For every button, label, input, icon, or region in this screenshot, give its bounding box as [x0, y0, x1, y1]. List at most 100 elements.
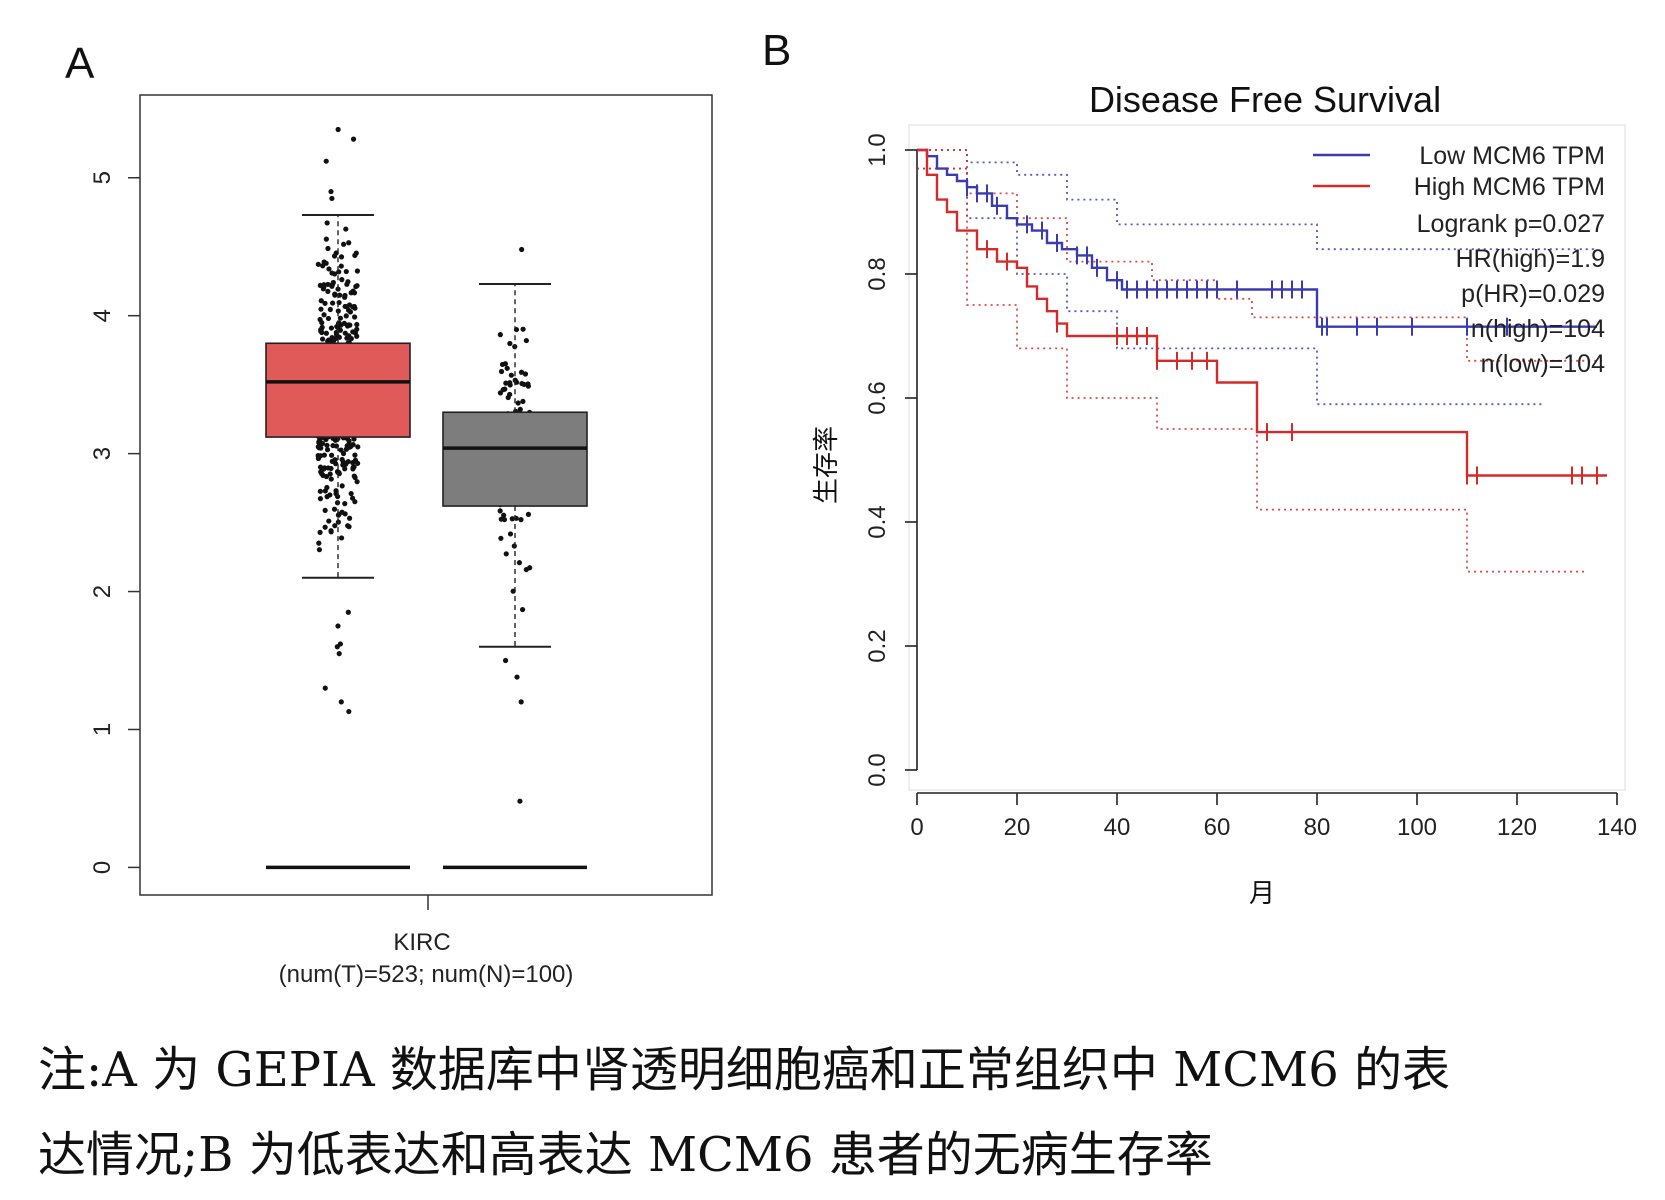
outlier-point — [329, 195, 335, 202]
data-point — [343, 268, 349, 275]
data-point — [322, 300, 328, 306]
data-point — [525, 511, 532, 517]
ci-band-low-lower — [917, 167, 1542, 406]
panel-b-x-tick-label: 60 — [1204, 814, 1231, 841]
data-point — [336, 269, 342, 275]
data-point — [354, 479, 360, 485]
data-point — [321, 259, 327, 265]
data-point — [324, 484, 330, 491]
data-point — [346, 240, 352, 246]
data-point — [318, 298, 324, 304]
data-point — [325, 281, 331, 288]
data-point — [338, 263, 344, 269]
outlier-point — [335, 623, 341, 629]
data-point — [320, 286, 326, 292]
panel-a-x-sublabel: (num(T)=523; num(N)=100) — [279, 961, 574, 988]
data-point — [340, 450, 347, 457]
data-point — [318, 306, 324, 312]
data-point — [346, 438, 352, 444]
legend-stat: p(HR)=0.029 — [1461, 280, 1605, 308]
data-point — [508, 372, 514, 378]
data-point — [341, 241, 347, 247]
tumor-box — [265, 342, 411, 438]
data-point — [520, 398, 526, 405]
data-point — [332, 523, 338, 529]
legend-stat: Logrank p=0.027 — [1417, 210, 1605, 238]
data-point — [336, 469, 342, 476]
legend-entry: High MCM6 TPM — [1414, 173, 1605, 201]
data-point — [335, 512, 342, 518]
panel-b-x-tick-label: 0 — [910, 814, 923, 841]
data-point — [323, 330, 329, 336]
data-point — [348, 335, 354, 342]
data-point — [342, 511, 348, 517]
outlier-point — [336, 651, 342, 657]
data-point — [319, 440, 326, 447]
data-point — [330, 300, 336, 306]
data-point — [515, 400, 521, 406]
data-point — [343, 313, 349, 319]
caption-line-2: 达情况;B 为低表达和高表达 MCM6 患者的无病生存率 — [38, 1127, 1213, 1183]
data-point — [501, 512, 507, 518]
data-point — [348, 490, 354, 497]
data-point — [351, 314, 358, 320]
data-point — [330, 442, 336, 449]
data-point — [338, 254, 345, 260]
data-point — [518, 369, 525, 375]
legend-stat: n(high)=104 — [1471, 315, 1605, 343]
data-point — [498, 535, 504, 541]
panel-b-survival-curves — [917, 148, 1607, 477]
data-point — [332, 292, 338, 298]
panel-a-y-tick-label: 1 — [89, 723, 116, 736]
outlier-point — [502, 657, 509, 664]
ci-band-high-upper — [917, 149, 1602, 362]
data-point — [326, 518, 332, 524]
data-point — [315, 455, 322, 462]
panel-b-x-tick-label: 80 — [1304, 814, 1331, 841]
panel-b-x-tick-label: 100 — [1397, 814, 1437, 841]
data-point — [336, 299, 342, 306]
outlier-point — [518, 699, 524, 705]
panel-a-y-tick-label: 5 — [89, 171, 116, 184]
panel-b-axes: 0.0 0.2 0.4 0.6 0.8 1.0 0 20 40 60 80 100 120 140 — [864, 124, 1637, 841]
data-point — [523, 337, 529, 344]
panel-a-label: A — [65, 39, 95, 88]
panel-b-y-label: 生存率 — [811, 426, 841, 504]
outlier-point — [323, 158, 329, 164]
data-point — [318, 469, 324, 475]
data-point — [345, 279, 351, 285]
data-point — [325, 465, 331, 471]
data-point — [331, 253, 338, 259]
data-point — [339, 483, 345, 489]
data-point — [332, 457, 338, 463]
data-point — [321, 452, 327, 458]
data-point — [319, 320, 325, 326]
data-point — [505, 394, 511, 401]
data-point — [354, 321, 360, 328]
data-point — [346, 515, 353, 521]
panel-a-x-label: KIRC — [393, 929, 450, 956]
outlier-point — [514, 674, 520, 680]
data-point — [354, 268, 360, 274]
data-point — [516, 560, 523, 566]
panel-a-y-tick-label: 0 — [89, 861, 116, 874]
data-point — [317, 488, 323, 494]
outlier-point — [517, 798, 523, 804]
data-point — [347, 309, 354, 315]
data-point — [499, 361, 506, 368]
figure: A 0 1 2 3 4 5 KIRC (num(T)=523; num(N)=100) B… — [65, 26, 1637, 988]
outlier-point — [322, 685, 328, 691]
data-point — [331, 506, 338, 512]
data-point — [324, 494, 330, 500]
panel-a-y-tick-label: 2 — [89, 585, 116, 598]
panel-a-y-tick-label: 3 — [89, 447, 116, 460]
data-point — [497, 390, 504, 396]
data-point — [321, 312, 327, 318]
data-point — [349, 495, 356, 501]
data-point — [323, 236, 329, 242]
panel-a-plot-frame — [139, 94, 713, 896]
data-point — [525, 381, 531, 387]
data-point — [518, 517, 524, 523]
data-point — [344, 304, 350, 310]
data-point — [316, 547, 323, 553]
